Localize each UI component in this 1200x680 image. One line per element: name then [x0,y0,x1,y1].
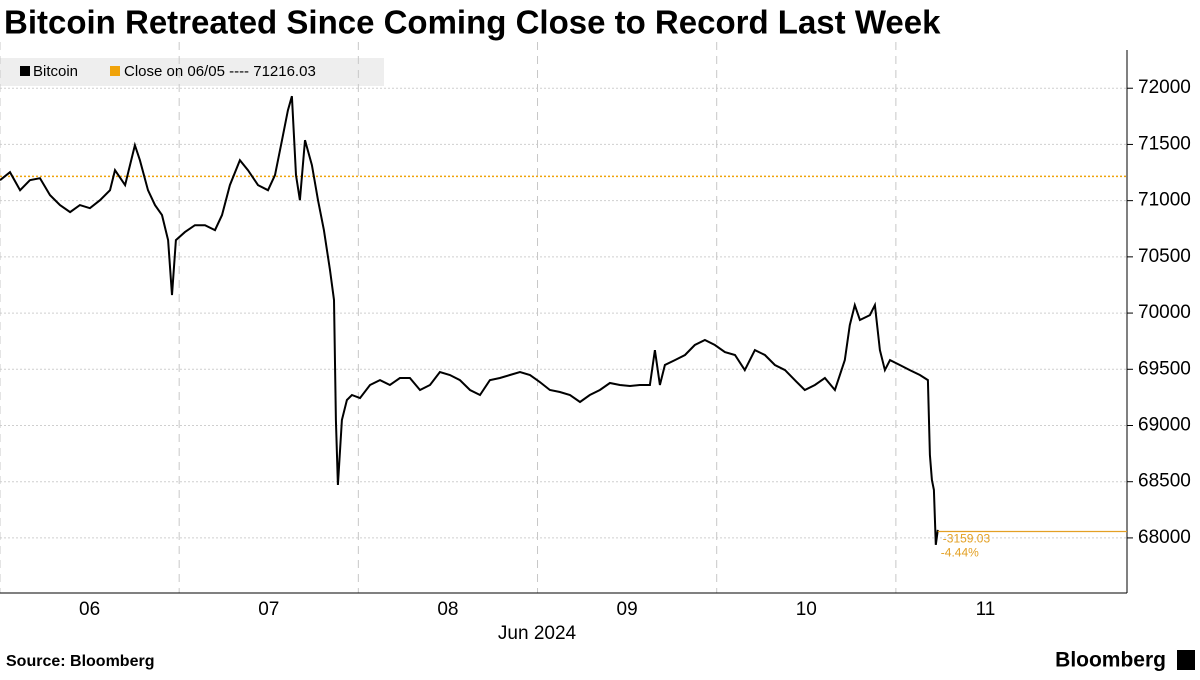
y-tick-label: 68000 [1138,527,1191,548]
brand: Bloomberg [1055,649,1166,672]
legend-label: Close on 06/05 ---- 71216.03 [124,63,316,80]
y-tick-label: 72000 [1138,77,1191,98]
y-tick-label: 68500 [1138,471,1191,492]
y-tick-label: 69500 [1138,358,1191,379]
legend-box [0,58,384,86]
y-tick-label: 70000 [1138,302,1191,323]
series-line [0,95,939,546]
legend-swatch [20,66,30,76]
x-tick-label: 08 [437,599,458,620]
y-tick-label: 71500 [1138,133,1191,154]
x-tick-label: 11 [976,599,996,620]
legend-label: Bitcoin [33,63,78,80]
x-tick-label: 10 [796,599,817,620]
legend-swatch [110,66,120,76]
brand-icon [1177,650,1195,670]
change-label: -3159.03 [943,532,991,546]
y-tick-label: 69000 [1138,415,1191,436]
x-tick-label: 06 [79,599,100,620]
source: Source: Bloomberg [6,653,154,670]
percent-label: -4.44% [941,546,979,560]
x-tick-label: 07 [258,599,279,620]
x-axis-label: Jun 2024 [498,623,577,644]
chart-title: Bitcoin Retreated Since Coming Close to … [4,4,941,41]
y-tick-label: 71000 [1138,190,1191,211]
x-tick-label: 09 [617,599,638,620]
y-tick-label: 70500 [1138,246,1191,267]
